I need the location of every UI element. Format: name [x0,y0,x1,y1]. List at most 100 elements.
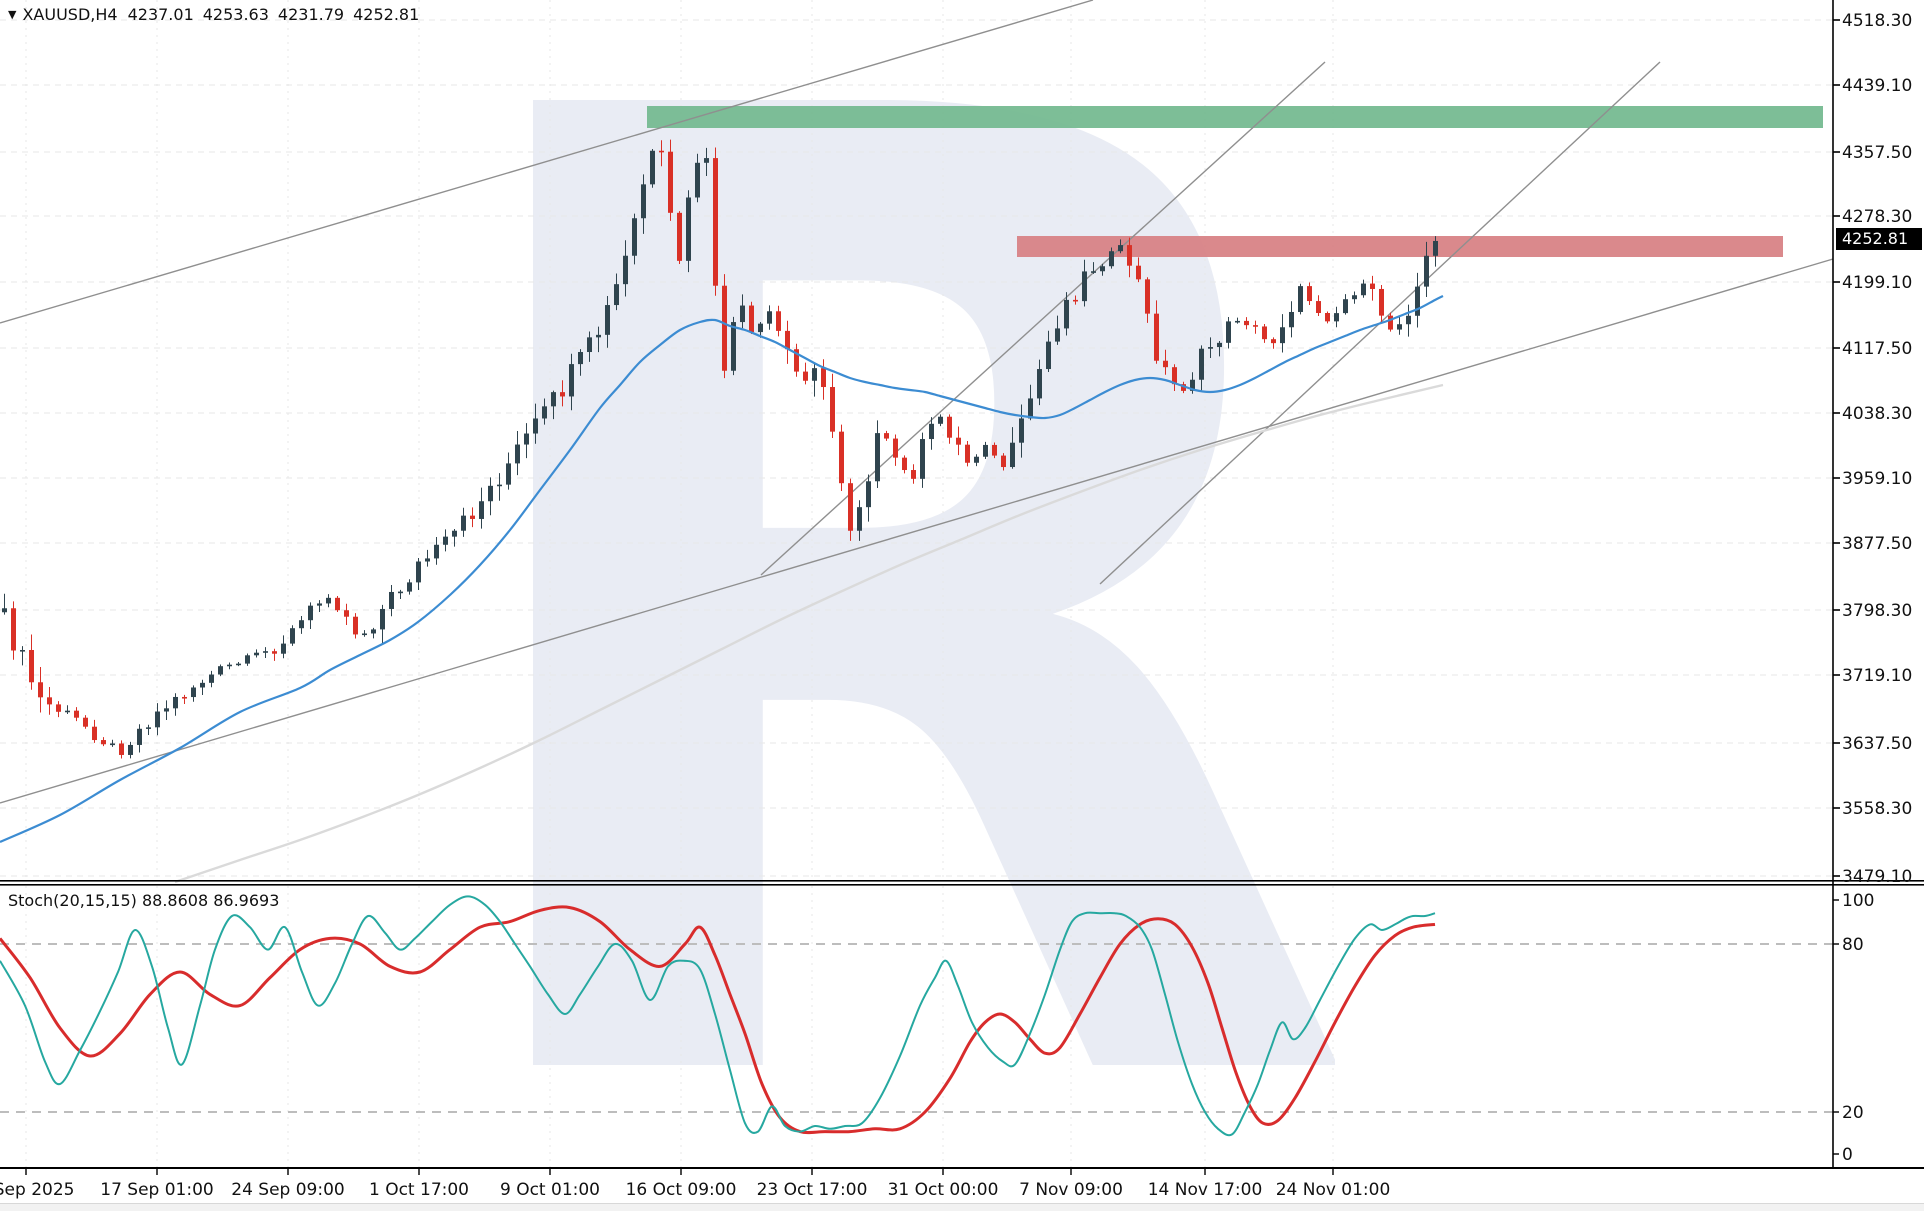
candle-body [1109,251,1114,267]
candle-body [569,364,574,397]
stoch-name: Stoch(20,15,15) [8,891,137,910]
resistance-zone[interactable] [647,106,1823,128]
price-tick-label[interactable]: 4038.30 [1842,404,1912,424]
date-label[interactable]: 14 Nov 17:00 [1148,1180,1263,1200]
date-label[interactable]: 17 Sep 01:00 [100,1180,213,1200]
candle-body [533,418,538,434]
candle-body [182,696,187,699]
date-label[interactable]: 24 Sep 09:00 [231,1180,344,1200]
candle-body [389,591,394,609]
candle-body [1253,325,1258,327]
candle-body [1091,271,1096,273]
price-tick-label[interactable]: 3798.30 [1842,601,1912,621]
candle-body [938,416,943,424]
stoch-tick-label[interactable]: 80 [1842,935,1864,955]
candle-body [1055,328,1060,342]
price-tick-label[interactable]: 4117.50 [1842,339,1912,359]
date-label[interactable]: 9 Oct 01:00 [500,1180,600,1200]
stoch-tick-label[interactable]: 0 [1842,1145,1853,1165]
stoch-main-line [0,895,1436,1137]
ohlc-high: 4253.63 [202,5,269,24]
price-tick-label[interactable]: 3719.10 [1842,666,1912,686]
trendline-lower-channel[interactable] [0,258,1834,804]
price-tick-label[interactable]: 4518.30 [1842,11,1912,31]
candle-body [650,150,655,185]
candle-body [488,485,493,502]
candle-body [83,717,88,727]
panel-divider-bottom[interactable] [0,884,1924,886]
candle-body [515,444,520,464]
price-tick-label[interactable]: 4199.10 [1842,273,1912,293]
date-label[interactable]: 23 Oct 17:00 [757,1180,868,1200]
date-label[interactable]: 7 Nov 09:00 [1019,1180,1123,1200]
price-tick-label[interactable]: 3877.50 [1842,534,1912,554]
candle-body [1307,286,1312,302]
candle-body [1280,327,1285,344]
candle-body [29,649,34,683]
ohlc-open: 4237.01 [127,5,194,24]
stoch-bottom-border [0,1167,1924,1169]
candle-body [1298,286,1303,312]
candle-body [1397,324,1402,330]
candle-body [119,743,124,755]
watermark-letter: R [421,0,1362,1211]
price-tick-label[interactable]: 3479.10 [1842,867,1912,887]
date-label[interactable]: 24 Nov 01:00 [1276,1180,1391,1200]
price-tick-label[interactable]: 3558.30 [1842,799,1912,819]
candle-body [452,530,457,537]
candle-body [443,536,448,545]
date-label[interactable]: 31 Oct 00:00 [888,1180,999,1200]
candle-body [524,433,529,445]
stoch-signal-line [0,905,1436,1135]
candle-body [1154,313,1159,361]
candle-body [227,664,232,667]
date-label[interactable]: 16 Oct 09:00 [626,1180,737,1200]
candle-body [596,334,601,338]
candle-body [848,483,853,531]
candle-body [1370,283,1375,289]
candle-body [821,368,826,388]
candle-body [659,150,664,153]
candle-body [1343,299,1348,314]
candle-body [884,433,889,439]
candle-body [875,433,880,482]
candle-body [308,605,313,621]
price-tick-label[interactable]: 3637.50 [1842,734,1912,754]
panel-divider-top[interactable] [0,880,1924,882]
candle-body [1244,320,1249,326]
candle-body [281,643,286,654]
candle-body [794,349,799,372]
candle-body [290,628,295,644]
horizontal-scrollbar[interactable] [0,1203,1924,1211]
supply-zone[interactable] [1017,236,1783,257]
candle-body [65,710,70,713]
candle-body [155,711,160,728]
price-tick-label[interactable]: 4278.30 [1842,207,1912,227]
stoch-indicator-label: Stoch(20,15,15) 88.8608 86.9693 [8,891,279,910]
candle-body [299,620,304,629]
candle-body [1388,315,1393,330]
candle-body [11,608,16,651]
candle-body [101,740,106,745]
candle-body [254,652,259,656]
price-tick-label[interactable]: 4357.50 [1842,143,1912,163]
candle-body [146,727,151,729]
symbol-dropdown-icon[interactable]: ▼ [8,8,17,21]
candle-body [209,674,214,683]
trendline-steep-support-1[interactable] [760,61,1326,576]
candle-body [1037,369,1042,399]
price-tick-label[interactable]: 3959.10 [1842,469,1912,489]
stoch-tick-label[interactable]: 20 [1842,1103,1864,1123]
date-label[interactable]: 1 Oct 17:00 [369,1180,469,1200]
candle-body [1028,398,1033,419]
brand-watermark: R [421,0,1362,1211]
stoch-tick-label[interactable]: 100 [1842,891,1874,911]
candle-body [128,744,133,755]
date-label[interactable]: 9 Sep 2025 [0,1180,74,1200]
candle-body [830,387,835,432]
trendline-upper-channel[interactable] [0,0,1094,324]
candle-body [1172,367,1177,385]
price-tick-label[interactable]: 4439.10 [1842,76,1912,96]
